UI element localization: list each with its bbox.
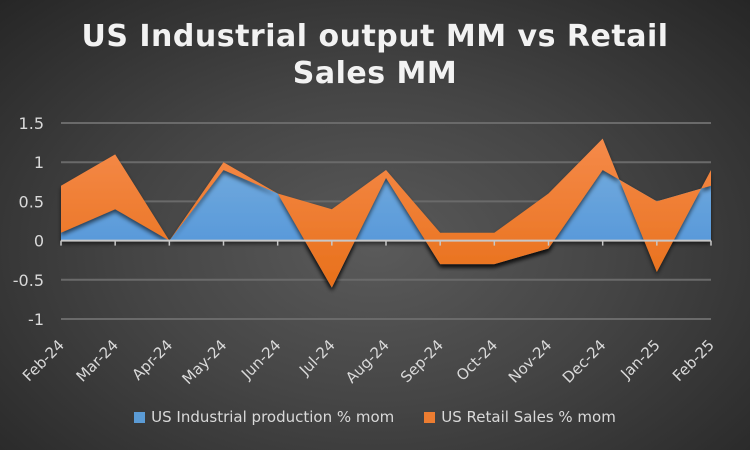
x-tick-label: Feb-24 — [19, 336, 68, 385]
x-tick-label: Mar-24 — [73, 336, 122, 385]
chart-title-line-1: US Industrial output MM vs Retail — [81, 19, 669, 54]
chart-title-line-2: Sales MM — [292, 56, 458, 91]
legend-item-industrial: US Industrial production % mom — [134, 408, 394, 426]
legend-swatch-retail — [424, 411, 436, 423]
y-tick-label: -1 — [28, 310, 44, 329]
x-tick-label: Dec-24 — [559, 336, 610, 387]
x-tick-label: Oct-24 — [453, 336, 501, 384]
x-tick-label: Feb-25 — [669, 336, 718, 385]
x-tick-label: Nov-24 — [505, 336, 555, 386]
x-tick-label: Jun-24 — [237, 336, 284, 383]
x-tick-label: Jul-24 — [295, 336, 339, 380]
y-tick-label: 1.5 — [19, 114, 44, 133]
legend: US Industrial production % mom US Retail… — [0, 408, 750, 426]
x-tick-label: Aug-24 — [342, 336, 393, 387]
y-tick-label: 0 — [34, 232, 44, 251]
legend-item-retail: US Retail Sales % mom — [424, 408, 616, 426]
y-tick-label: -0.5 — [13, 271, 44, 290]
legend-label-industrial: US Industrial production % mom — [151, 408, 395, 426]
y-tick-label: 0.5 — [19, 192, 44, 211]
x-tick-label: Apr-24 — [128, 336, 176, 384]
x-tick-label: May-24 — [179, 336, 231, 388]
legend-label-retail: US Retail Sales % mom — [441, 408, 616, 426]
x-tick-label: Sep-24 — [397, 336, 447, 386]
chart-title: US Industrial output MM vs Retail Sales … — [0, 18, 750, 92]
legend-swatch-industrial — [134, 411, 146, 423]
x-tick-label: Jan-25 — [617, 336, 664, 383]
y-tick-label: 1 — [34, 153, 44, 172]
area-industrial-production — [61, 170, 711, 288]
